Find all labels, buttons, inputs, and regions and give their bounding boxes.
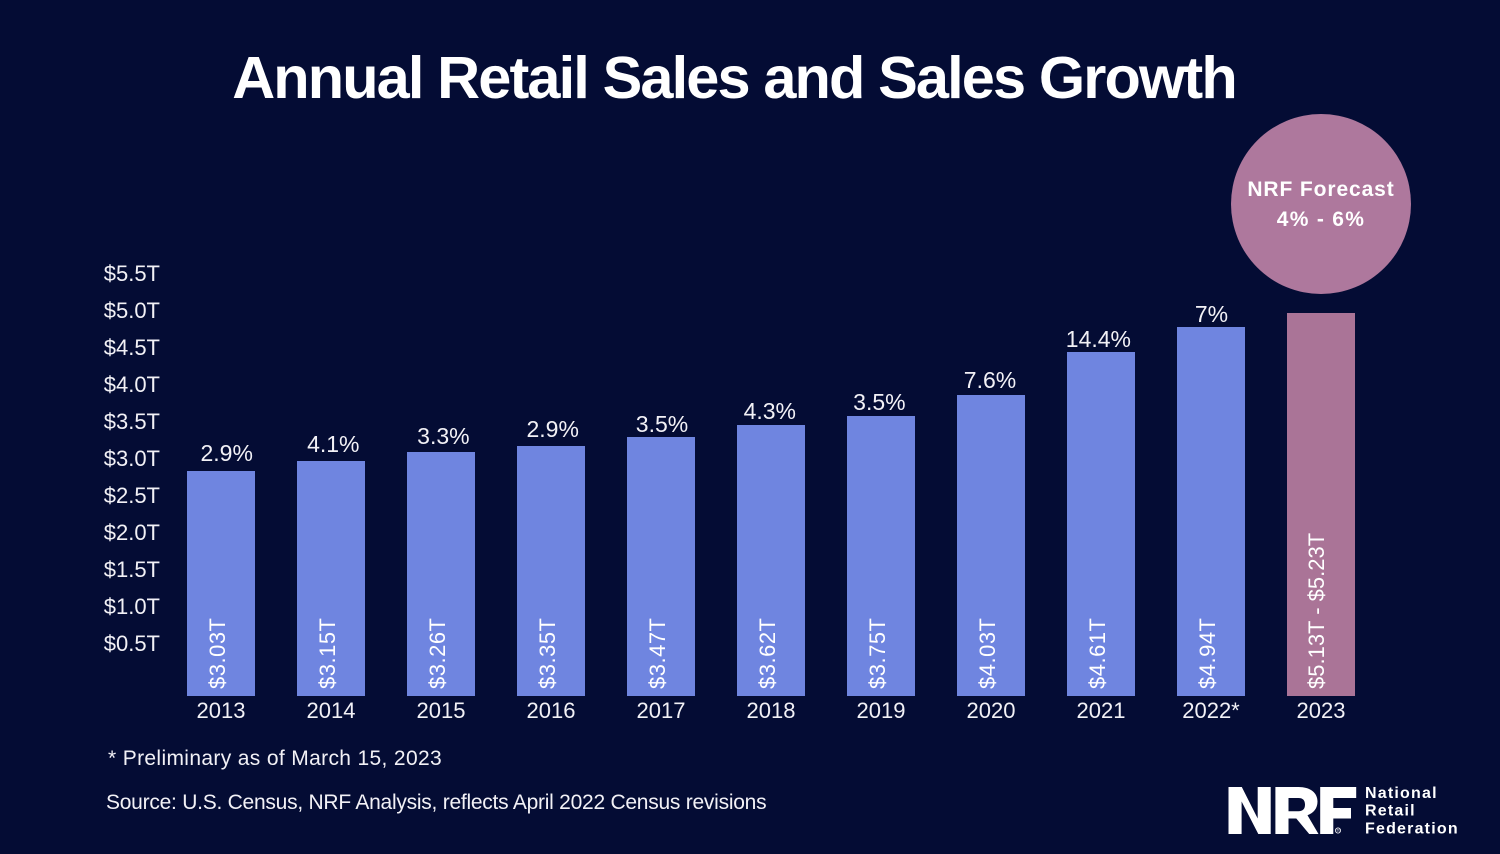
svg-text:NationalRetailFederation: National Retail Federation — [1365, 785, 1459, 838]
